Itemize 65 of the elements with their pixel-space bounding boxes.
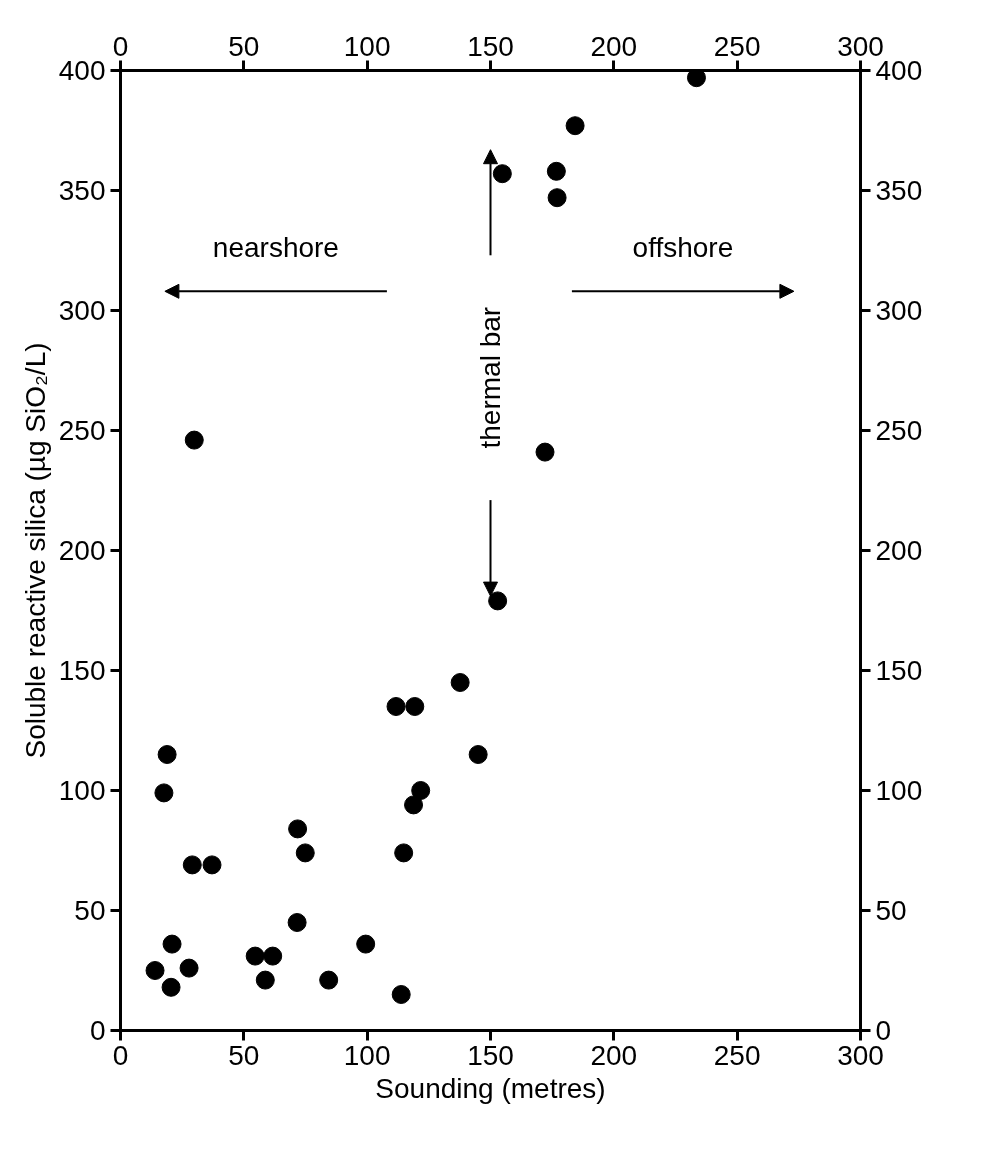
point bbox=[154, 783, 174, 803]
x-axis-title: Sounding (metres) bbox=[375, 1072, 606, 1104]
point bbox=[162, 934, 182, 954]
x2-tick-label: 100 bbox=[343, 1039, 391, 1071]
x2-tick-label: 50 bbox=[228, 1039, 260, 1071]
y2-tick-label: 150 bbox=[875, 655, 923, 686]
point bbox=[295, 843, 315, 863]
x-tick-label: 50 bbox=[228, 30, 260, 62]
y-tick-label: 0 bbox=[89, 1015, 106, 1046]
point bbox=[184, 430, 204, 450]
x-tick-label: 250 bbox=[713, 30, 761, 62]
annotation: offshore bbox=[632, 231, 734, 263]
x2-tick-label: 0 bbox=[112, 1039, 129, 1071]
point bbox=[161, 977, 181, 997]
point bbox=[394, 843, 414, 863]
x-tick-label: 150 bbox=[467, 30, 514, 62]
y-tick-label: 150 bbox=[58, 655, 106, 686]
point bbox=[391, 985, 411, 1004]
point bbox=[492, 164, 512, 184]
x-tick-label: 0 bbox=[112, 30, 129, 62]
y-tick-label: 350 bbox=[58, 175, 106, 206]
y-tick-label: 100 bbox=[58, 775, 106, 806]
point bbox=[157, 745, 177, 764]
point bbox=[182, 855, 202, 875]
point bbox=[565, 116, 585, 136]
x-tick-label: 100 bbox=[343, 30, 391, 62]
y2-tick-label: 100 bbox=[875, 775, 923, 806]
point bbox=[405, 697, 425, 716]
x2-tick-label: 150 bbox=[467, 1039, 514, 1071]
point bbox=[386, 697, 406, 716]
annotation: nearshore bbox=[212, 231, 339, 263]
point bbox=[145, 961, 165, 980]
x2-tick-label: 200 bbox=[590, 1039, 638, 1071]
y-tick-label: 400 bbox=[58, 55, 106, 86]
point bbox=[411, 781, 431, 800]
y-axis-title: Soluble reactive silica (µg SiO₂/L) bbox=[19, 342, 51, 759]
point bbox=[287, 913, 307, 932]
point bbox=[288, 819, 308, 839]
point bbox=[245, 946, 265, 966]
y-tick-label: 300 bbox=[58, 295, 106, 326]
x-tick-label: 200 bbox=[590, 30, 638, 62]
point bbox=[356, 934, 376, 954]
point bbox=[404, 795, 424, 815]
x2-tick-label: 250 bbox=[713, 1039, 761, 1071]
y-tick-label: 250 bbox=[58, 415, 106, 446]
point bbox=[468, 745, 488, 764]
y2-tick-label: 300 bbox=[875, 295, 923, 326]
y2-tick-label: 350 bbox=[875, 175, 923, 206]
y-tick-label: 50 bbox=[74, 895, 106, 926]
point bbox=[546, 161, 566, 181]
point bbox=[547, 188, 567, 208]
point bbox=[202, 855, 222, 875]
point bbox=[450, 673, 470, 692]
point bbox=[255, 970, 275, 990]
point bbox=[179, 958, 199, 978]
y2-tick-label: 200 bbox=[875, 535, 923, 566]
annotation: thermal bar bbox=[475, 306, 506, 449]
point bbox=[535, 442, 555, 462]
y2-tick-label: 250 bbox=[875, 415, 923, 446]
point bbox=[686, 70, 706, 88]
point bbox=[319, 970, 339, 990]
point bbox=[263, 946, 283, 966]
y2-tick-label: 50 bbox=[875, 895, 907, 926]
y-tick-label: 200 bbox=[58, 535, 106, 566]
point bbox=[488, 591, 508, 611]
